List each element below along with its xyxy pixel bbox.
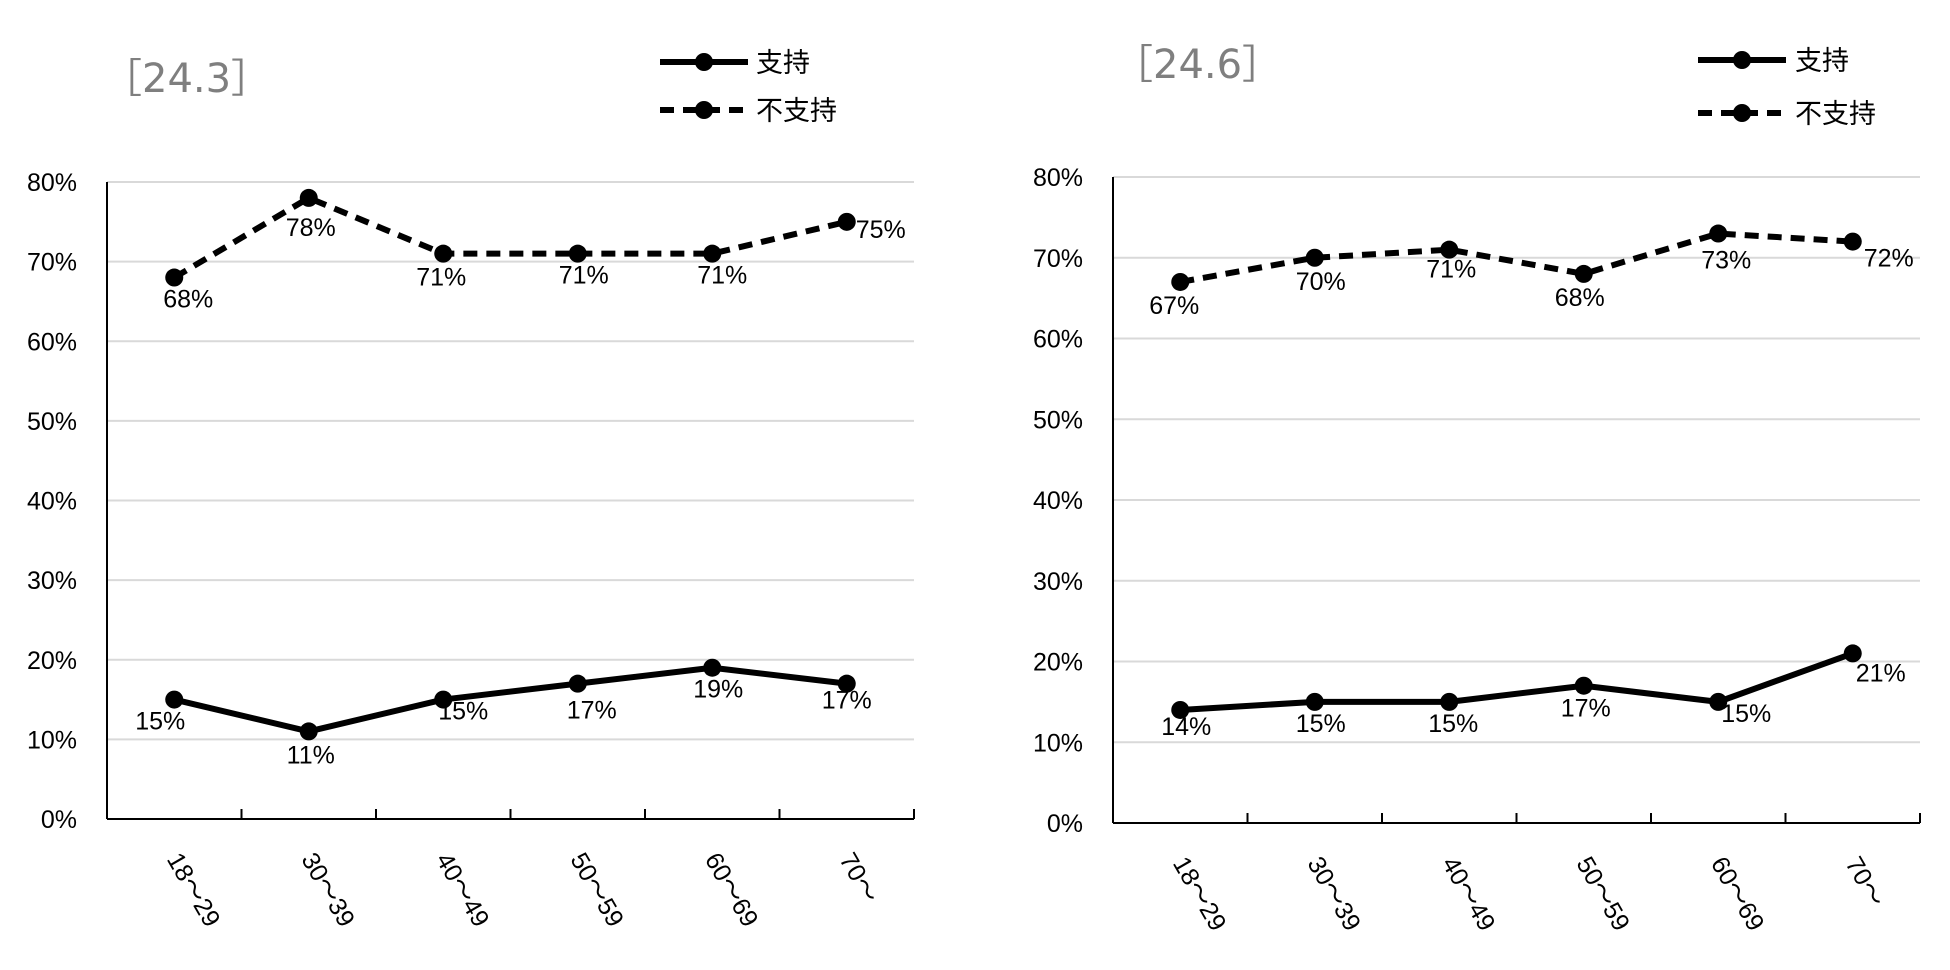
data-label: 21% (1856, 659, 1906, 687)
data-point (837, 674, 856, 693)
data-label: 78% (286, 214, 336, 242)
data-point (434, 690, 453, 709)
y-tick-label: 50% (1033, 406, 1083, 434)
series-line-shiji (1180, 650, 1854, 713)
data-point (1440, 240, 1459, 259)
data-point (1574, 676, 1593, 695)
data-label: 73% (1701, 247, 1751, 275)
legend-label: 不支持 (1795, 99, 1876, 130)
series-line-fushiji (172, 194, 848, 281)
y-tick-label: 70% (1033, 245, 1083, 273)
data-point (434, 244, 453, 263)
chart-title: ［24.6］ (1113, 42, 1282, 88)
data-label: 67% (1149, 292, 1199, 320)
y-tick-label: 30% (27, 567, 77, 595)
data-point (703, 658, 722, 677)
legend-marker (695, 101, 713, 119)
x-tick-label: 18～29 (161, 848, 226, 932)
y-tick-label: 0% (1047, 810, 1083, 838)
data-point (165, 268, 184, 287)
data-label: 71% (416, 264, 466, 292)
x-tick-label: 18～29 (1167, 852, 1232, 936)
data-label: 17% (1561, 695, 1611, 723)
data-point (1709, 692, 1728, 711)
data-label: 70% (1296, 268, 1346, 296)
x-tick-label: 30～39 (1302, 852, 1367, 936)
y-tick-label: 30% (1033, 568, 1083, 596)
x-tick-label: 50～59 (565, 848, 630, 932)
y-tick-label: 60% (1033, 326, 1083, 354)
data-point (703, 244, 722, 263)
data-point (1305, 692, 1324, 711)
y-tick-label: 20% (1033, 649, 1083, 677)
data-label: 11% (287, 741, 335, 769)
data-point (1171, 272, 1190, 291)
y-tick-label: 10% (27, 726, 77, 754)
data-label: 15% (1296, 710, 1346, 738)
y-tick-label: 70% (27, 249, 77, 277)
chart-title: ［24.3］ (102, 56, 271, 102)
y-tick-label: 40% (27, 488, 77, 516)
data-point (1171, 700, 1190, 719)
data-point (837, 212, 856, 231)
data-label: 71% (1426, 256, 1476, 284)
data-label: 71% (697, 262, 747, 290)
x-tick-label: 30～39 (296, 848, 361, 932)
x-tick-label: 60～69 (1705, 852, 1770, 936)
data-point (568, 674, 587, 693)
x-tick-label: 70～ (1840, 852, 1891, 912)
data-point (1305, 248, 1324, 267)
data-label: 15% (1721, 700, 1771, 728)
data-label: 71% (559, 262, 609, 290)
x-tick-label: 60～69 (699, 848, 764, 932)
y-tick-label: 80% (1033, 164, 1083, 192)
x-tick-label: 40～49 (430, 848, 495, 932)
chart-panel-1: ［24.3］ 0% 10% 20% 30% 40% 50% 60% 70% 80% 18～29 30～… (27, 48, 915, 932)
x-tick-label: 70～ (834, 848, 885, 908)
data-label: 14% (1161, 713, 1211, 741)
data-point (1709, 224, 1728, 243)
data-point (1574, 264, 1593, 283)
legend-label: 支持 (756, 48, 810, 79)
y-tick-label: 50% (27, 408, 77, 436)
data-label: 15% (135, 708, 185, 736)
legend-label: 支持 (1795, 46, 1849, 77)
data-point (165, 690, 184, 709)
legend-label: 不支持 (756, 96, 837, 127)
y-tick-label: 80% (27, 169, 77, 197)
data-label: 72% (1864, 245, 1914, 273)
data-point (1440, 692, 1459, 711)
data-label: 75% (856, 216, 906, 244)
y-tick-label: 60% (27, 328, 77, 356)
data-label: 15% (438, 698, 488, 726)
data-point (1843, 232, 1862, 251)
y-tick-label: 0% (41, 806, 77, 834)
chart-panel-2: ［24.6］ 0% 10% 20% 30% 40% 50% 60% 70% 80% 18～29 30～… (1033, 42, 1921, 936)
y-tick-label: 40% (1033, 487, 1083, 515)
data-point (299, 722, 318, 741)
data-label: 19% (693, 676, 743, 704)
series-line-shiji (173, 664, 848, 735)
legend-marker (695, 53, 713, 71)
data-point (1843, 644, 1862, 663)
y-tick-label: 20% (27, 647, 77, 675)
data-point (568, 244, 587, 263)
x-tick-label: 50～59 (1571, 852, 1636, 936)
data-label: 68% (163, 286, 213, 314)
data-label: 15% (1428, 710, 1478, 738)
data-point (299, 188, 318, 207)
legend-marker (1733, 51, 1751, 69)
data-label: 17% (567, 697, 617, 725)
y-tick-label: 10% (1033, 729, 1083, 757)
x-tick-label: 40～49 (1436, 852, 1501, 936)
data-label: 17% (822, 687, 872, 715)
data-label: 68% (1555, 284, 1605, 312)
legend-marker (1733, 104, 1751, 122)
